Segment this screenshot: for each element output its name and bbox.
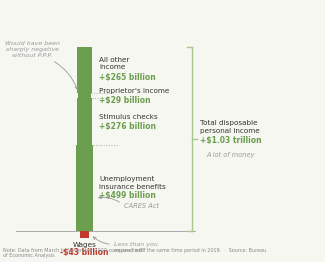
Text: Would have been
sharply negative
without P.P.P.: Would have been sharply negative without… xyxy=(5,41,60,58)
Text: Total disposable
personal income: Total disposable personal income xyxy=(200,120,260,134)
Text: Note: Data from March to November 2020 compared with the same time period in 201: Note: Data from March to November 2020 c… xyxy=(3,248,266,258)
Text: +$265 billion: +$265 billion xyxy=(99,73,156,82)
Text: Wages: Wages xyxy=(72,242,97,248)
Text: Unemployment
insurance benefits: Unemployment insurance benefits xyxy=(99,176,166,190)
Bar xyxy=(78,93,91,98)
Text: Proprietor's income: Proprietor's income xyxy=(99,88,170,94)
Bar xyxy=(77,98,92,145)
Bar xyxy=(80,231,89,238)
Text: -$43 billion: -$43 billion xyxy=(60,248,109,257)
Text: +$499 billion: +$499 billion xyxy=(99,191,156,200)
Text: +$276 billion: +$276 billion xyxy=(99,122,156,131)
Bar xyxy=(75,145,94,231)
Text: CARES Act: CARES Act xyxy=(124,203,159,209)
Text: +$1.03 trillion: +$1.03 trillion xyxy=(200,137,262,145)
Text: +$29 billion: +$29 billion xyxy=(99,96,151,105)
Text: All other
income: All other income xyxy=(99,57,130,70)
Text: Less than you
expected?: Less than you expected? xyxy=(114,242,158,253)
Bar xyxy=(77,47,92,93)
Text: Stimulus checks: Stimulus checks xyxy=(99,114,158,120)
Text: A lot of money: A lot of money xyxy=(206,151,255,158)
